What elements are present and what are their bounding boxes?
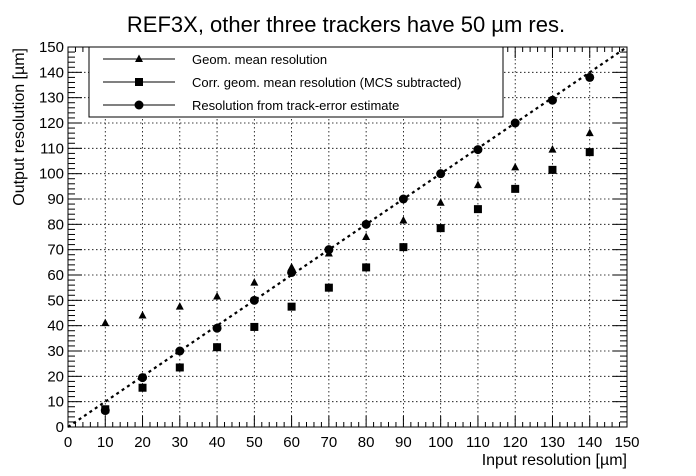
y-tick-label: 80 (47, 216, 64, 233)
square-point (548, 165, 557, 174)
circle-point (510, 118, 520, 128)
legend-label: Corr. geom. mean resolution (MCS subtrac… (192, 75, 462, 90)
legend: Geom. mean resolution Corr. geom. mean re… (88, 46, 504, 118)
y-tick-label: 90 (47, 191, 64, 208)
y-tick-labels: 0 10 20 30 40 50 60 70 80 90 100 110 120 130 140 150 (39, 39, 64, 436)
circle-point (100, 406, 110, 416)
triangle-point (511, 162, 520, 171)
triangle-point (473, 180, 482, 189)
chart-title: REF3X, other three trackers have 50 µm r… (127, 12, 565, 37)
y-tick-label: 30 (47, 343, 64, 360)
circle-point (249, 295, 259, 305)
triangle-point (138, 311, 147, 319)
circle-point (436, 169, 446, 179)
square-point (138, 383, 147, 392)
circle-point (212, 323, 222, 333)
triangle-point (585, 128, 594, 137)
x-tick-label: 90 (395, 434, 412, 451)
x-tick-label: 110 (466, 434, 490, 451)
x-tick-label: 140 (577, 434, 602, 451)
y-tick-label: 10 (47, 394, 64, 411)
y-tick-label: 40 (47, 318, 64, 335)
legend-marker-triangle (135, 54, 143, 62)
triangle-point (548, 145, 557, 153)
square-point (362, 263, 371, 272)
x-tick-label: 150 (614, 434, 639, 451)
circle-point (138, 373, 148, 383)
square-point (585, 148, 594, 157)
series-circle (100, 72, 595, 416)
legend-marker-circle (134, 100, 144, 110)
circle-point (473, 145, 483, 155)
y-tick-label: 130 (39, 90, 64, 107)
x-tick-label: 20 (134, 434, 151, 451)
series-triangle (101, 128, 594, 327)
circle-point (175, 346, 185, 356)
y-tick-label: 50 (47, 292, 64, 309)
x-tick-label: 130 (540, 434, 565, 451)
square-point (511, 184, 520, 193)
y-tick-label: 150 (39, 39, 64, 56)
circle-point (324, 245, 334, 255)
legend-label: Geom. mean resolution (192, 52, 327, 67)
circle-point (547, 95, 557, 105)
triangle-point (399, 216, 408, 224)
circle-point (287, 267, 297, 277)
legend-label: Resolution from track-error estimate (192, 98, 399, 113)
data-points (100, 72, 595, 416)
x-tick-label: 70 (321, 434, 338, 451)
x-tick-label: 30 (171, 434, 188, 451)
x-tick-labels: 0 10 20 30 40 50 60 70 80 90 100 110 120 130 140 150 (64, 434, 640, 451)
square-point (399, 243, 408, 252)
circle-point (398, 194, 408, 204)
square-point (250, 322, 259, 331)
x-tick-label: 60 (283, 434, 300, 451)
x-axis-label: Input resolution [µm] (482, 452, 627, 469)
y-tick-label: 20 (47, 368, 64, 385)
y-tick-label: 60 (47, 267, 64, 284)
triangle-point (213, 292, 222, 300)
triangle-point (101, 318, 110, 327)
square-point (175, 363, 184, 372)
y-tick-label: 0 (56, 419, 64, 436)
y-axis-label: Output resolution [µm] (11, 48, 28, 206)
x-tick-label: 120 (503, 434, 528, 451)
x-tick-label: 10 (97, 434, 114, 451)
triangle-point (436, 198, 445, 206)
y-tick-label: 100 (39, 166, 64, 183)
y-tick-label: 120 (39, 115, 64, 132)
square-point (473, 205, 482, 214)
x-tick-label: 40 (209, 434, 226, 451)
circle-point (585, 72, 595, 82)
triangle-point (250, 278, 259, 286)
legend-marker-square (135, 78, 143, 86)
x-tick-label: 0 (64, 434, 72, 451)
y-tick-label: 70 (47, 242, 64, 259)
triangle-point (362, 232, 371, 240)
y-tick-label: 140 (39, 64, 64, 81)
diagonal-reference-line (67, 46, 628, 428)
x-tick-label: 100 (428, 434, 453, 451)
square-point (436, 224, 445, 233)
x-tick-label: 80 (358, 434, 375, 451)
x-tick-label: 50 (246, 434, 263, 451)
y-tick-label: 110 (40, 140, 64, 157)
legend-entries: Geom. mean resolution Corr. geom. mean re… (103, 52, 462, 113)
triangle-point (175, 302, 184, 310)
square-point (324, 283, 333, 292)
reference-line-layer (67, 46, 628, 428)
square-point (287, 302, 296, 311)
circle-point (361, 219, 371, 229)
series-square (101, 148, 594, 414)
square-point (213, 343, 222, 352)
